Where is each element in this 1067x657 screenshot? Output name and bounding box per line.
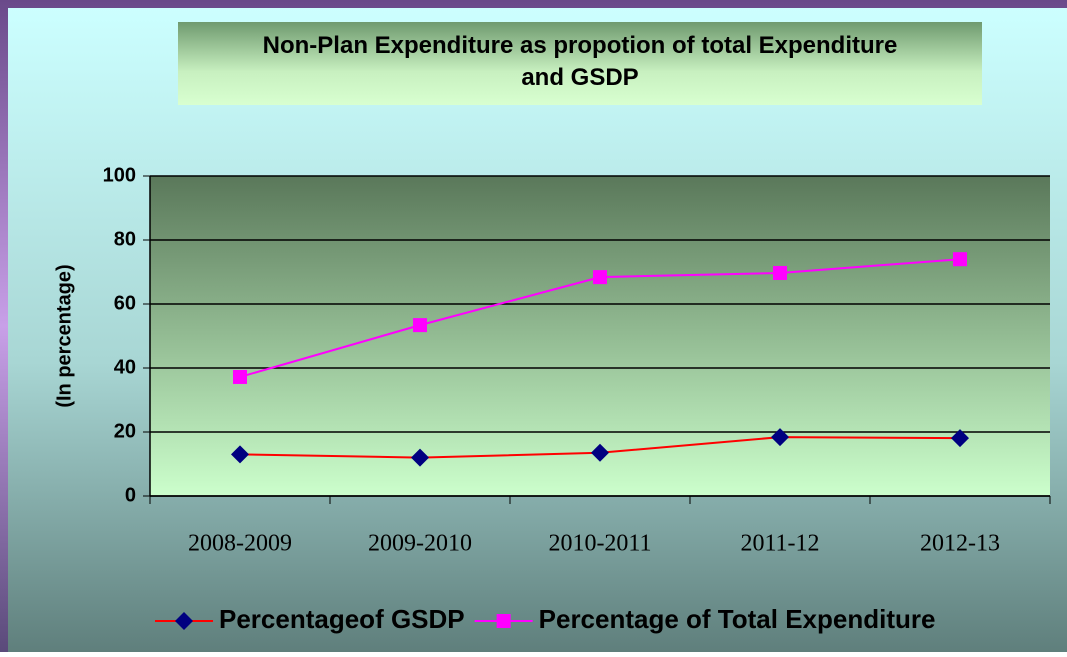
title-box bbox=[178, 22, 982, 105]
marker bbox=[593, 270, 607, 285]
x-tick-label: 2010-2011 bbox=[548, 531, 651, 557]
x-tick-label: 2011-12 bbox=[740, 531, 819, 557]
marker bbox=[771, 428, 789, 447]
marker bbox=[591, 443, 609, 462]
chart-title: Non-Plan Expenditure as propotion of tot… bbox=[263, 32, 898, 91]
legend-label: Percentageof GSDP bbox=[219, 604, 465, 634]
marker bbox=[496, 614, 511, 628]
marker bbox=[953, 252, 967, 267]
marker bbox=[411, 448, 429, 467]
y-tick-label: 40 bbox=[114, 356, 136, 378]
y-axis-label: (In percentage) bbox=[53, 264, 75, 407]
plot-area bbox=[150, 176, 1050, 496]
marker bbox=[233, 369, 247, 384]
x-tick-label: 2012-13 bbox=[920, 531, 1000, 557]
marker bbox=[231, 445, 249, 464]
y-tick-label: 20 bbox=[114, 420, 136, 442]
y-tick-label: 80 bbox=[114, 228, 136, 250]
marker bbox=[175, 612, 193, 630]
y-tick-label: 60 bbox=[114, 292, 136, 314]
y-tick-label: 100 bbox=[103, 164, 136, 186]
x-tick-label: 2008-2009 bbox=[188, 531, 292, 557]
marker bbox=[951, 429, 969, 448]
marker bbox=[773, 265, 787, 280]
y-tick-label: 0 bbox=[125, 484, 136, 506]
marker bbox=[413, 318, 427, 333]
legend-label: Percentage of Total Expenditure bbox=[539, 604, 936, 634]
x-tick-label: 2009-2010 bbox=[368, 531, 472, 557]
